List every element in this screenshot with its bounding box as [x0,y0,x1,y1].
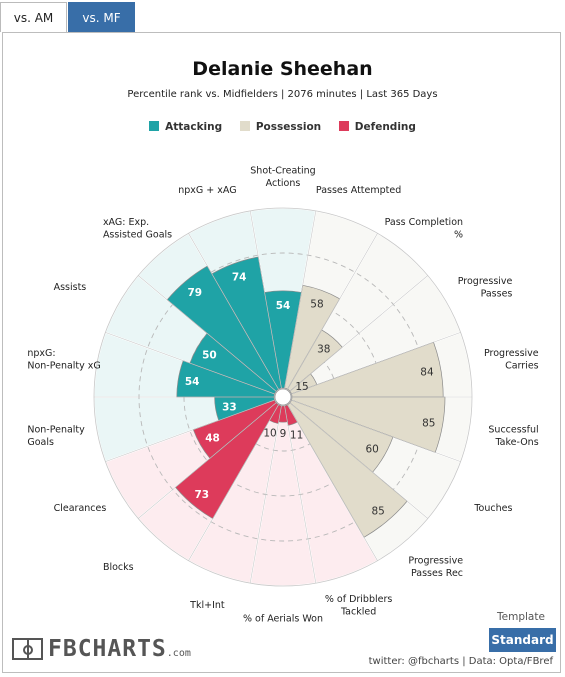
category-label-13: Clearances [54,503,107,514]
sector-separator [138,275,277,392]
sector-separator [287,404,378,561]
value-label-11: 10 [263,428,276,440]
legend-label-defending: Defending [354,121,416,133]
sector-separator [291,332,461,395]
category-label-14: Non-Penalty Goals [27,425,85,449]
legend-label-attacking: Attacking [165,121,223,133]
sector-separator [138,402,277,519]
logo-suffix: .com [166,648,191,659]
category-label-2: Passes Attempted [316,185,401,196]
value-label-10: 9 [280,428,287,440]
category-label-7: Touches [473,503,512,514]
category-label-9: % of Dribblers Tackled [325,594,393,618]
value-label-5: 84 [420,367,434,379]
value-label-17: 79 [187,287,202,299]
legend-item-possession: Possession [239,121,322,133]
category-label-15: npxG: Non-Penalty xG [27,348,100,372]
outer-ring [93,207,473,587]
value-label-15: 54 [185,376,200,388]
sector-separator [249,210,282,389]
value-label-13: 48 [205,433,220,445]
legend-swatch-possession [239,121,250,131]
tab-vs-mf[interactable]: vs. MF [68,2,135,32]
value-label-18: 74 [232,272,247,284]
template-label: Template [497,611,545,623]
value-label-7: 60 [366,444,379,456]
sector-separator [188,233,279,390]
tab-vs-am[interactable]: vs. AM [0,2,67,32]
chart-subtitle: Percentile rank vs. Midfielders | 2076 m… [127,89,438,100]
legend-item-defending: Defending [338,121,416,133]
logo-wordmark: FBCHARTS [48,636,167,662]
value-label-4: 15 [295,381,308,393]
legend-swatch-defending [338,121,349,131]
sector-separator [284,405,317,584]
sector-separator [105,399,275,462]
category-label-1: Shot-Creating Actions [250,165,315,189]
chart-title: Delanie Sheehan [192,58,373,80]
sector-separator [291,399,461,462]
sector-separator [289,402,428,519]
value-label-1: 54 [276,300,291,312]
category-label-16: Assists [54,282,87,293]
value-label-9: 11 [290,429,303,441]
sector-separator [289,275,428,392]
value-label-8: 85 [371,505,384,517]
category-label-8: Progressive Passes Rec [408,556,463,580]
category-label-4: Progressive Passes [458,276,513,300]
sector-separator [287,233,378,390]
category-label-12: Blocks [103,562,134,573]
category-label-5: Progressive Carries [484,348,539,372]
value-label-12: 73 [194,489,209,501]
center-hub [274,388,292,406]
sector-separator [105,332,275,395]
logo-text: FBCHARTS.com [48,636,191,662]
category-label-3: Pass Completion% [385,217,463,241]
category-label-6: Successful Take-Ons [488,425,538,449]
value-label-3: 38 [317,343,330,355]
value-label-14: 33 [222,401,237,413]
category-label-10: % of Aerials Won [243,614,323,625]
value-label-2: 58 [310,299,323,311]
footer-credit: twitter: @fbcharts | Data: Opta/FBref [368,656,553,667]
category-label-18: npxG + xAG [178,185,236,196]
sector-separator [249,405,282,584]
legend: Attacking Possession Defending [0,121,565,133]
sector-separator [284,210,317,389]
category-label-11: Tkl+Int [189,600,225,611]
value-label-16: 50 [202,350,217,362]
legend-item-attacking: Attacking [149,121,222,133]
template-standard-button[interactable]: Standard [489,628,556,652]
legend-label-possession: Possession [255,121,322,133]
category-label-17: xAG: Exp. Assisted Goals [103,217,172,241]
sector-separator [188,404,279,561]
value-label-6: 85 [422,418,435,430]
legend-swatch-attacking [149,121,160,131]
pitch-icon [12,638,43,660]
